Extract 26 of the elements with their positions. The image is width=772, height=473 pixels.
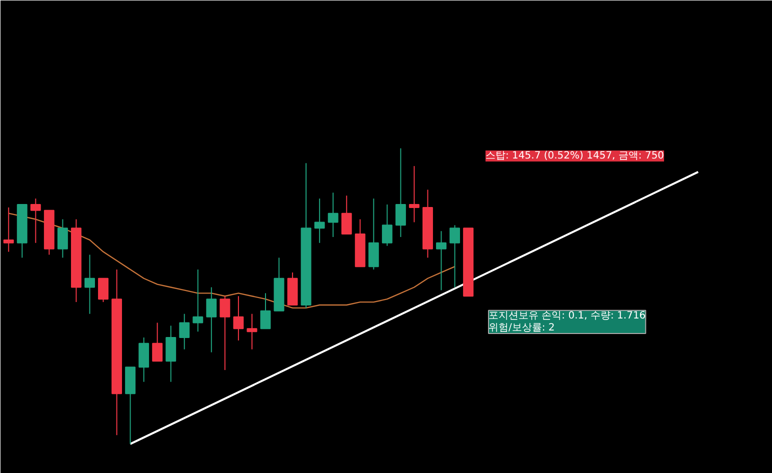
candlestick <box>3 206 14 252</box>
candlestick <box>408 166 420 223</box>
candlestick <box>152 322 163 362</box>
candlestick <box>206 286 217 353</box>
candlestick <box>57 218 68 258</box>
candlestick <box>246 313 258 350</box>
candlestick <box>166 325 176 382</box>
candlestick <box>368 198 379 270</box>
candlestick <box>84 254 95 314</box>
candlestick <box>30 198 41 244</box>
candlestick <box>314 198 325 244</box>
candlestick <box>382 204 392 246</box>
candlestick <box>192 269 204 332</box>
candlestick <box>328 192 338 238</box>
candlestick <box>220 296 230 371</box>
annotation: 스탑: 145.7 (0.52%) 1457, 금액: 750 <box>486 150 664 162</box>
candlestick <box>395 148 406 238</box>
candlestick <box>260 292 271 330</box>
candlestick <box>233 296 244 341</box>
candlestick <box>436 230 446 291</box>
candlestick <box>98 278 108 303</box>
candlestick <box>341 195 352 235</box>
candlestick <box>179 313 190 350</box>
candlestick <box>450 224 460 288</box>
candlestick <box>138 337 150 382</box>
annotation: 포지션보유 손익: 0.1, 수량: 1.716 위험/보상률: 2 <box>488 310 646 334</box>
